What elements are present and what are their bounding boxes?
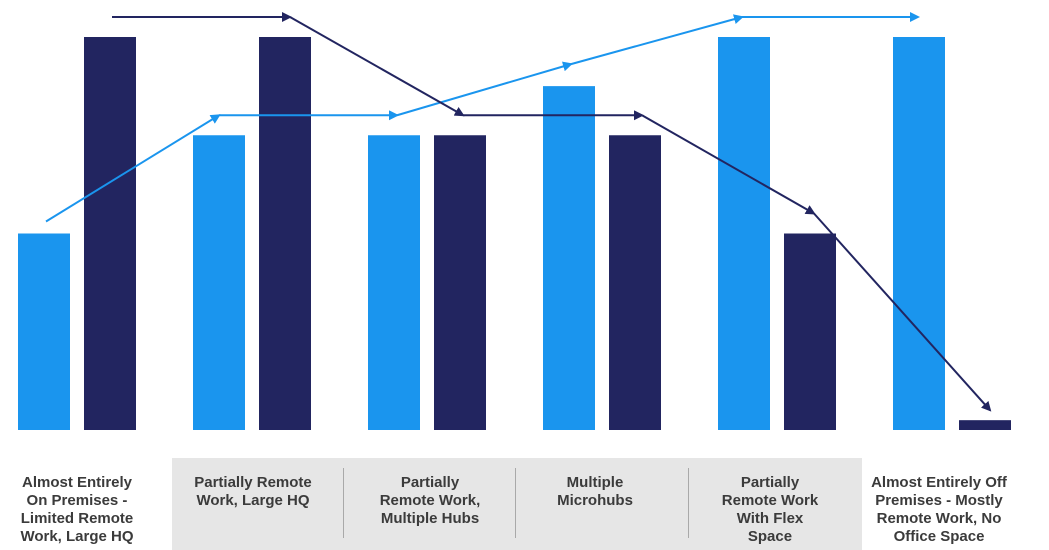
- light-bar-0: [18, 233, 70, 430]
- category-label-large-hq: Partially Remote Work, Large HQ: [194, 474, 312, 509]
- dark-bar-0: [84, 37, 136, 430]
- dark-trend-segment-4: [813, 212, 992, 412]
- light-bar-2: [368, 135, 420, 430]
- category-separator: [688, 468, 689, 538]
- dark-bar-2: [434, 135, 486, 430]
- bars-group: [18, 37, 1011, 430]
- category-band: [172, 458, 862, 550]
- category-separator: [515, 468, 516, 538]
- light-trend-segment-3: [570, 14, 744, 66]
- dark-trend-segment-3: [641, 114, 816, 215]
- dark-bar-3: [609, 135, 661, 430]
- dark-bar-1: [259, 37, 311, 430]
- light-trend-segment-0: [45, 114, 221, 223]
- light-bar-4: [718, 37, 770, 430]
- trend-lines-group: [45, 12, 992, 412]
- light-bar-5: [893, 37, 945, 430]
- category-label-on-premises: Almost Entirely On Premises - Limited Re…: [20, 474, 134, 545]
- light-bar-1: [193, 135, 245, 430]
- category-label-microhubs: Multiple Microhubs: [557, 474, 633, 509]
- light-trend-segment-2: [396, 61, 573, 117]
- category-label-flex-space: Partially Remote Work With Flex Space: [721, 474, 819, 545]
- category-label-multiple-hubs: Partially Remote Work, Multiple Hubs: [379, 474, 481, 527]
- category-separator: [343, 468, 344, 538]
- dark-bar-4: [784, 233, 836, 430]
- category-label-off-premises: Almost Entirely Off Premises - Mostly Re…: [871, 474, 1007, 545]
- dark-trend-segment-1: [289, 16, 465, 117]
- light-bar-3: [543, 86, 595, 430]
- dark-bar-5: [959, 420, 1011, 430]
